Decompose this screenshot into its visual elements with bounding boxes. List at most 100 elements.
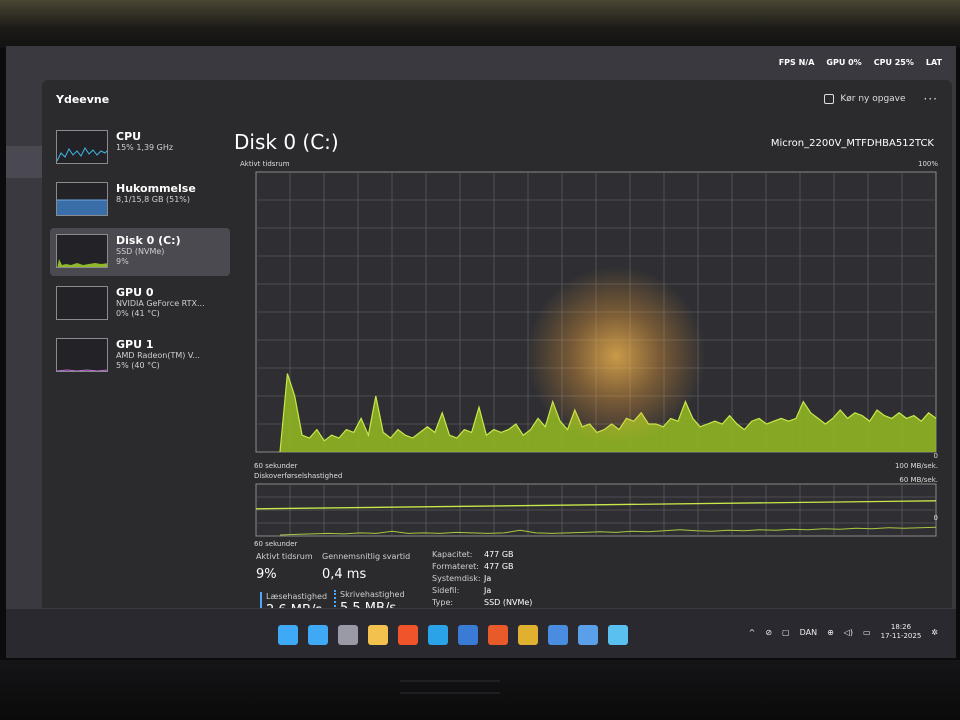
sidebar-item-sub: AMD Radeon(TM) V... xyxy=(116,351,200,361)
monitor-bezel-bottom xyxy=(0,660,960,720)
disk-model: Micron_2200V_MTFDHBA512TCK xyxy=(770,138,934,149)
prop-row: Kapacitet: 477 GB xyxy=(432,550,532,562)
task-manager-window: Ydeevne Kør ny opgave ··· CPU 15% 1,39 G… xyxy=(42,80,952,636)
prop-key: Type: xyxy=(432,598,454,607)
cpu-thumbnail-graph xyxy=(56,130,108,164)
active-time-chart xyxy=(255,171,937,453)
transfer-max-label: 100 MB/sek. xyxy=(894,462,938,470)
prop-row: Type: SSD (NVMe) xyxy=(432,598,532,610)
transfer-ref-label: 60 MB/sek. xyxy=(899,476,938,484)
prop-row: Formateret: 477 GB xyxy=(432,562,532,574)
read-level-line xyxy=(255,500,937,510)
stat-label: Gennemsnitlig svartid xyxy=(322,552,411,561)
background-window-edge xyxy=(6,146,46,178)
sidebar-item-label: CPU xyxy=(116,130,142,143)
file-explorer-icon[interactable] xyxy=(368,625,388,645)
transfer-rate-chart xyxy=(255,483,937,537)
task-manager-icon[interactable] xyxy=(608,625,628,645)
stat-value: 9% xyxy=(256,567,277,582)
sidebar-item-sub2: 0% (41 °C) xyxy=(116,308,160,318)
transfer-x-label: 60 sekunder xyxy=(254,540,298,548)
gpu1-thumbnail-graph xyxy=(56,338,108,372)
sidebar-item-disk0[interactable]: Disk 0 (C:) SSD (NVMe) 9% xyxy=(50,228,230,276)
prop-key: Systemdisk: xyxy=(432,574,481,583)
battery-icon[interactable]: ▭ xyxy=(863,627,871,637)
edge-icon[interactable] xyxy=(428,625,448,645)
windows-start-icon[interactable] xyxy=(278,625,298,645)
prop-value: 477 GB xyxy=(484,562,514,571)
run-task-icon xyxy=(824,94,835,104)
sidebar-item-sub: 8,1/15,8 GB (51%) xyxy=(116,195,191,205)
active-time-x-label: 60 sekunder xyxy=(254,462,298,470)
clock-date: 17-11-2025 xyxy=(880,632,922,641)
clock-time: 18:26 xyxy=(890,623,912,631)
sidebar-item-sub2: 5% (40 °C) xyxy=(116,360,160,370)
stat-value: 0,4 ms xyxy=(322,567,367,582)
sidebar-item-sub2: 9% xyxy=(116,256,129,266)
settings-icon[interactable]: ✲ xyxy=(931,627,938,637)
sidebar-item-cpu[interactable]: CPU 15% 1,39 GHz xyxy=(50,124,230,172)
taskbar-apps xyxy=(278,625,628,645)
sidebar-item-label: GPU 1 xyxy=(116,338,154,351)
screen: FPS N/A GPU 0% CPU 25% LAT Ydeevne Kør n… xyxy=(6,46,956,658)
sidebar-item-sub: SSD (NVMe) xyxy=(116,247,165,257)
stat-label: Skrivehastighed xyxy=(340,590,405,599)
vpn-shield-icon[interactable] xyxy=(488,625,508,645)
active-time-zero-label: 0 xyxy=(933,452,938,460)
search-icon[interactable] xyxy=(308,625,328,645)
system-tray: ^ ⊘ ▢ DAN ⊕ ◁) ▭ 18:26 17-11-2025 ✲ xyxy=(749,623,938,641)
monitor-logo xyxy=(400,680,500,694)
taskbar: ^ ⊘ ▢ DAN ⊕ ◁) ▭ 18:26 17-11-2025 ✲ xyxy=(6,608,956,658)
prop-value: Ja xyxy=(484,586,492,595)
prop-row: Sidefil: Ja xyxy=(432,586,532,598)
sidebar-item-label: Hukommelse xyxy=(116,182,196,195)
sidebar-item-sub: 15% 1,39 GHz xyxy=(116,143,174,153)
sidebar-item-memory[interactable]: Hukommelse 8,1/15,8 GB (51%) xyxy=(50,176,230,224)
network-icon[interactable]: ⊕ xyxy=(827,627,834,637)
resource-sidebar: CPU 15% 1,39 GHz Hukommelse 8,1/15,8 GB … xyxy=(50,124,230,384)
widget-icon[interactable]: ▢ xyxy=(782,627,790,637)
store-icon[interactable] xyxy=(548,625,568,645)
transfer-zero-label: 0 xyxy=(933,514,938,522)
volume-icon[interactable]: ◁) xyxy=(843,627,854,637)
stat-response-time: Gennemsnitlig svartid 0,4 ms xyxy=(322,552,410,582)
app-colorful-icon[interactable] xyxy=(518,625,538,645)
read-speed-marker xyxy=(260,592,262,618)
disk-details-panel: Disk 0 (C:) Micron_2200V_MTFDHBA512TCK A… xyxy=(232,130,942,630)
prop-key: Formateret: xyxy=(432,562,479,571)
active-time-chart-title: Aktivt tidsrum xyxy=(240,160,290,168)
more-options-icon[interactable]: ··· xyxy=(923,92,938,106)
notifications-off-icon[interactable]: ⊘ xyxy=(765,627,773,637)
run-new-task-button[interactable]: Kør ny opgave xyxy=(824,94,906,104)
overlay-cpu: CPU 25% xyxy=(873,58,914,67)
prop-value: Ja xyxy=(484,574,492,583)
memory-thumbnail-graph xyxy=(56,182,108,216)
brave-icon[interactable] xyxy=(398,625,418,645)
stat-label: Aktivt tidsrum xyxy=(256,552,313,561)
disk-thumbnail-graph xyxy=(56,234,108,268)
language-indicator[interactable]: DAN xyxy=(799,627,818,637)
task-view-icon[interactable] xyxy=(338,625,358,645)
active-time-max-label: 100% xyxy=(917,160,938,168)
clock[interactable]: 18:26 17-11-2025 xyxy=(881,623,922,641)
title-bar: Ydeevne Kør ny opgave ··· xyxy=(42,80,952,118)
overlay-fps: FPS N/A xyxy=(778,58,815,67)
write-speed-marker xyxy=(334,590,336,618)
sidebar-item-label: GPU 0 xyxy=(116,286,154,299)
sidebar-item-gpu1[interactable]: GPU 1 AMD Radeon(TM) V... 5% (40 °C) xyxy=(50,332,230,380)
disk-properties: Kapacitet: 477 GB Formateret: 477 GB Syste… xyxy=(432,550,532,610)
monitor-bezel-top xyxy=(0,0,960,48)
active-time-area xyxy=(280,373,936,452)
stat-active-time: Aktivt tidsrum 9% xyxy=(256,552,313,582)
transfer-rate-line xyxy=(279,526,937,536)
sidebar-item-gpu0[interactable]: GPU 0 NVIDIA GeForce RTX... 0% (41 °C) xyxy=(50,280,230,328)
app-icon[interactable] xyxy=(458,625,478,645)
chevron-up-icon[interactable]: ^ xyxy=(748,627,756,637)
sidebar-item-sub: NVIDIA GeForce RTX... xyxy=(116,299,205,309)
prop-value: SSD (NVMe) xyxy=(484,598,533,607)
overlay-gpu: GPU 0% xyxy=(826,58,862,67)
network-app-icon[interactable] xyxy=(578,625,598,645)
prop-key: Sidefil: xyxy=(432,586,460,595)
page-title: Ydeevne xyxy=(56,92,110,106)
overlay-lat: LAT xyxy=(925,58,942,67)
